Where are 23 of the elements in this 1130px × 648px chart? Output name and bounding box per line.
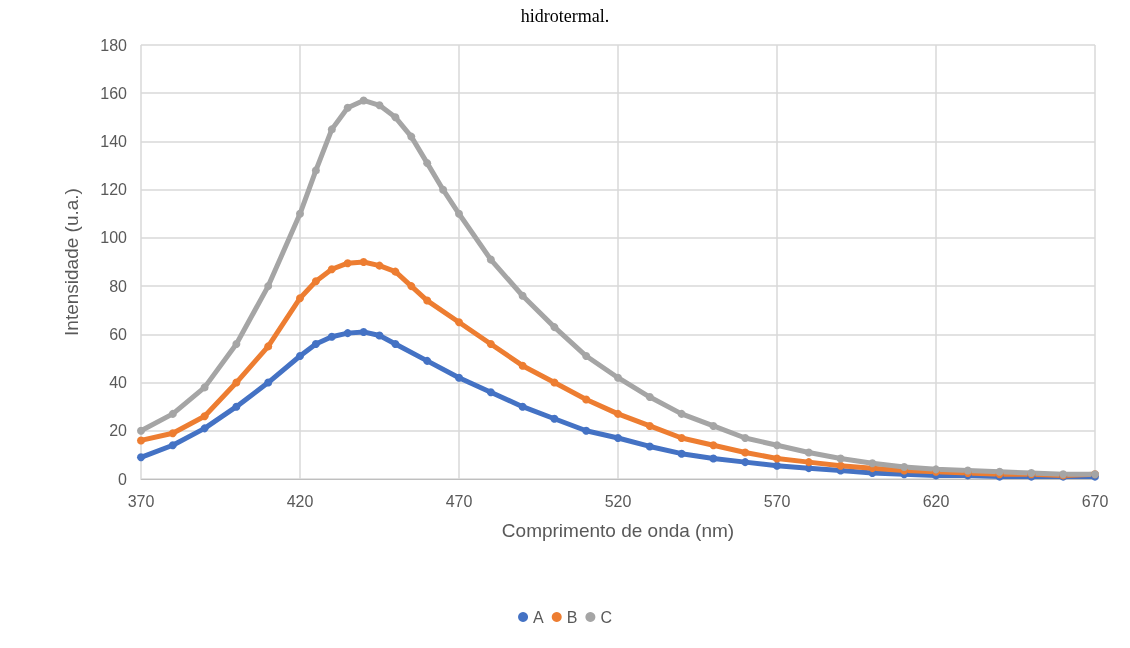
legend-label: A [533,608,545,626]
chart-title: hidrotermal. [520,6,610,26]
legend-label: B [566,608,578,626]
y-tick-label: 160 [100,84,128,102]
y-tick-label: 20 [109,422,128,440]
x-tick-label: 420 [286,492,314,510]
y-tick-label: 80 [109,277,128,295]
y-tick-label: 120 [100,181,128,199]
y-tick-label: 40 [109,374,128,392]
y-axis-title: Intensidade (u.a.) [61,188,82,336]
x-tick-label: 520 [604,492,632,510]
x-tick-label: 670 [1081,492,1109,510]
y-tick-label: 0 [118,470,128,488]
x-tick-label: 470 [445,492,473,510]
y-tick-label: 100 [100,229,128,247]
y-tick-label: 180 [100,36,128,54]
y-tick-label: 60 [109,325,128,343]
x-tick-label: 620 [922,492,950,510]
x-tick-label: 570 [763,492,791,510]
x-tick-label: 370 [127,492,155,510]
y-tick-label: 140 [100,132,128,150]
legend-label: C [600,608,612,626]
x-axis-title: Comprimento de onda (nm) [501,520,735,541]
